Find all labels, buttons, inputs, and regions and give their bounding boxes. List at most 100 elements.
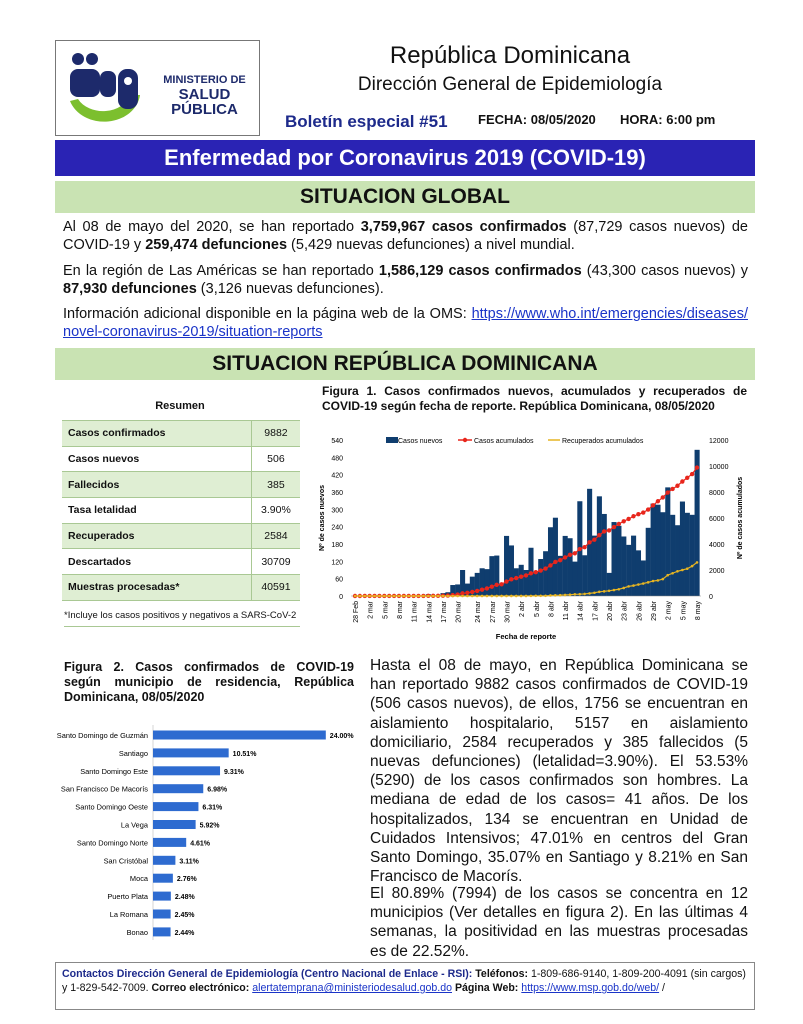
point-acumulados	[650, 503, 656, 508]
point-recuperados	[568, 593, 572, 597]
point-recuperados	[602, 590, 606, 593]
x-tick-label: 11 mar	[412, 600, 419, 622]
resumen-label: Tasa letalidad	[62, 497, 252, 524]
point-acumulados	[509, 577, 514, 582]
point-recuperados	[612, 588, 616, 592]
bar-casos-nuevos	[474, 572, 480, 596]
point-acumulados	[538, 568, 543, 573]
logo-line2: SALUD PÚBLICA	[171, 85, 238, 119]
resumen-title: Resumen	[155, 400, 205, 412]
point-recuperados	[690, 564, 694, 568]
bar-casos-nuevos	[655, 504, 661, 596]
x-tick-label: 5 abr	[534, 600, 541, 617]
data-label: 2.44%	[175, 930, 196, 937]
bar-casos-nuevos	[684, 512, 690, 596]
point-recuperados	[392, 594, 396, 598]
x-tick-label: 17 mar	[441, 600, 448, 622]
point-recuperados	[446, 594, 450, 598]
global-heading: SITUACION GLOBAL	[55, 181, 755, 213]
category-label: Santiago	[119, 749, 148, 758]
bar-casos-nuevos	[484, 569, 490, 596]
who-link[interactable]: https://www.who.int/emergencies/diseases…	[63, 306, 748, 340]
point-acumulados	[572, 551, 578, 556]
category-label: Moca	[130, 874, 149, 883]
bar-casos-nuevos	[675, 525, 681, 596]
point-acumulados	[460, 591, 465, 596]
figure1-title: Figura 1. Casos confirmados nuevos, acum…	[322, 384, 747, 413]
category-label: San Cristóbal	[104, 856, 149, 865]
category-label: La Romana	[110, 910, 149, 919]
point-recuperados	[397, 594, 401, 598]
phones: 1-809-686-9140, 1-809-200-4091 (sin carg…	[62, 968, 746, 994]
point-recuperados	[363, 594, 367, 598]
point-recuperados	[685, 567, 689, 570]
bar-casos-nuevos	[460, 570, 466, 596]
point-recuperados	[422, 594, 425, 598]
bar-municipio	[153, 855, 176, 865]
y-tick-label: 420	[331, 473, 343, 480]
figure2-title: Figura 2. Casos confirmados de COVID-19 …	[64, 660, 354, 704]
point-acumulados	[665, 490, 670, 495]
point-acumulados	[616, 521, 622, 527]
x-tick-label: 2 may	[666, 601, 673, 621]
point-recuperados	[407, 594, 411, 598]
y2-tick-label: 6000	[709, 516, 725, 523]
bar-casos-nuevos	[582, 555, 588, 596]
point-acumulados	[597, 532, 602, 538]
figure1-chart: 0 60 120 180 240 300 360 420 480 540 0 2000 4000 6000…	[319, 437, 744, 641]
resumen-value: 385	[250, 471, 300, 498]
web-link[interactable]: https://www.msp.gob.do/web/	[521, 982, 660, 994]
x-tick-label: 14 mar	[426, 600, 433, 622]
bar-casos-nuevos	[645, 527, 651, 596]
point-recuperados	[426, 594, 430, 598]
x-tick-label: 8 mar	[397, 600, 404, 619]
point-acumulados	[680, 479, 685, 484]
bar-casos-nuevos	[469, 576, 475, 596]
bar-municipio	[153, 730, 326, 740]
bar-casos-nuevos	[538, 559, 544, 596]
x-tick-label: 27 mar	[490, 600, 497, 622]
x-tick-label: 5 mar	[382, 600, 389, 619]
resumen-row: Tasa letalidad 3.90%	[62, 497, 300, 524]
x-tick-label: 17 abr	[592, 600, 599, 621]
resumen-table: Casos confirmados 9882 Casos nuevos 506 Fall…	[62, 420, 300, 601]
msp-logo: MINISTERIO DE SALUD PÚBLICA	[55, 40, 260, 136]
x-tick-label: 24 mar	[475, 600, 482, 622]
rd-heading: SITUACION REPÚBLICA DOMINICANA	[55, 348, 755, 380]
point-recuperados	[378, 594, 381, 598]
point-acumulados	[685, 475, 690, 480]
bar-casos-nuevos	[591, 535, 598, 596]
bar-casos-nuevos	[557, 555, 563, 596]
category-label: La Vega	[121, 821, 149, 830]
point-recuperados	[671, 571, 674, 575]
resumen-row: Recuperados 2584	[62, 522, 300, 549]
point-acumulados	[558, 557, 563, 563]
point-acumulados	[562, 555, 568, 560]
x-tick-label: 11 abr	[563, 600, 570, 620]
point-recuperados	[627, 585, 630, 588]
text: En la región de Las Américas se han repo…	[63, 263, 379, 279]
bar-casos-nuevos	[621, 536, 627, 596]
point-recuperados	[637, 583, 640, 586]
x-tick-label: 2 mar	[368, 600, 375, 619]
resumen-label: Muestras procesadas*	[62, 574, 252, 601]
point-recuperados	[470, 594, 474, 598]
point-acumulados	[470, 589, 475, 595]
point-acumulados	[499, 582, 504, 587]
point-acumulados	[474, 588, 480, 594]
point-recuperados	[578, 592, 582, 596]
email-link[interactable]: alertatemprana@ministeriodesalud.gob.do	[252, 982, 452, 994]
data-label: 2.48%	[175, 894, 196, 901]
point-recuperados	[558, 593, 562, 597]
data-label: 5.92%	[200, 823, 221, 830]
data-label: 24.00%	[330, 733, 355, 740]
point-recuperados	[588, 592, 591, 595]
bulletin-number: Boletín especial #51	[285, 112, 448, 131]
bar-casos-nuevos	[479, 568, 485, 596]
point-recuperados	[441, 594, 445, 598]
bulletin-date: FECHA: 08/05/2020	[478, 112, 596, 127]
bar-casos-nuevos	[567, 538, 573, 596]
point-recuperados	[563, 593, 567, 597]
bar-casos-nuevos	[606, 572, 612, 596]
point-recuperados	[436, 594, 440, 598]
